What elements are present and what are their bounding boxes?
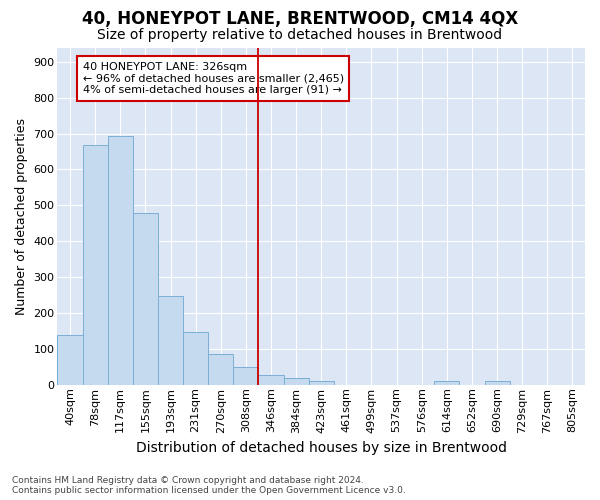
Bar [208,354,233,385]
Bar [284,378,308,385]
Bar [183,332,208,385]
X-axis label: Distribution of detached houses by size in Brentwood: Distribution of detached houses by size … [136,441,507,455]
Bar [58,334,83,385]
Bar [434,381,460,385]
Text: 40, HONEYPOT LANE, BRENTWOOD, CM14 4QX: 40, HONEYPOT LANE, BRENTWOOD, CM14 4QX [82,10,518,28]
Bar [308,381,334,385]
Text: 40 HONEYPOT LANE: 326sqm
← 96% of detached houses are smaller (2,465)
4% of semi: 40 HONEYPOT LANE: 326sqm ← 96% of detach… [83,62,344,95]
Bar [133,212,158,385]
Y-axis label: Number of detached properties: Number of detached properties [15,118,28,314]
Text: Contains HM Land Registry data © Crown copyright and database right 2024.
Contai: Contains HM Land Registry data © Crown c… [12,476,406,495]
Bar [83,145,108,385]
Bar [259,374,284,385]
Bar [108,136,133,385]
Bar [158,296,183,385]
Bar [485,381,509,385]
Text: Size of property relative to detached houses in Brentwood: Size of property relative to detached ho… [97,28,503,42]
Bar [233,367,259,385]
